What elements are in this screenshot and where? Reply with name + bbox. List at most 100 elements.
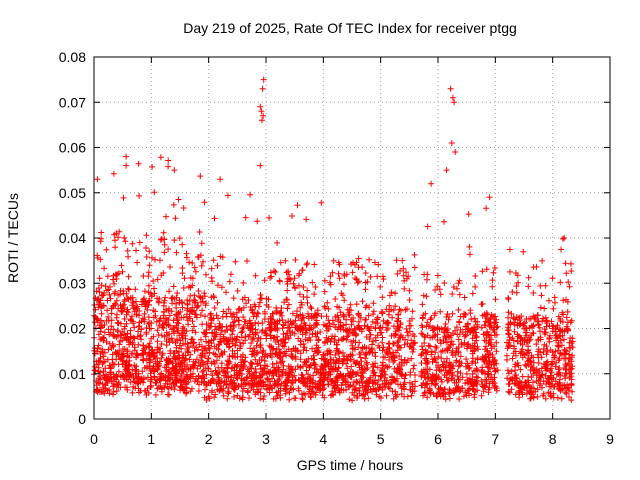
- data-point: [303, 216, 310, 223]
- data-point: [169, 364, 176, 371]
- data-point: [168, 308, 175, 315]
- data-point: [167, 264, 173, 270]
- data-point: [216, 386, 223, 393]
- data-point: [267, 332, 274, 339]
- data-point: [243, 300, 250, 307]
- data-point: [180, 205, 187, 211]
- data-point: [370, 338, 377, 345]
- data-point: [172, 372, 179, 379]
- data-point: [115, 305, 122, 312]
- data-point: [325, 305, 332, 312]
- data-point: [343, 386, 350, 393]
- data-point: [166, 312, 173, 319]
- data-point: [352, 275, 359, 282]
- data-point: [191, 292, 198, 299]
- data-point: [347, 301, 354, 308]
- data-point: [396, 353, 403, 359]
- data-point: [471, 394, 478, 401]
- data-point: [304, 260, 311, 267]
- data-point: [306, 375, 313, 381]
- data-point: [284, 330, 291, 337]
- data-point: [126, 286, 132, 293]
- data-point: [352, 385, 359, 392]
- data-point: [125, 273, 132, 280]
- data-point: [111, 382, 118, 389]
- data-point: [404, 340, 411, 347]
- data-point: [184, 297, 191, 304]
- data-point: [105, 346, 112, 353]
- data-point: [126, 371, 133, 378]
- data-point: [197, 294, 204, 301]
- data-point: [214, 353, 220, 360]
- data-point: [369, 318, 376, 325]
- data-point: [143, 254, 150, 260]
- data-point: [275, 388, 282, 395]
- data-point: [211, 305, 218, 311]
- data-point: [372, 349, 378, 356]
- data-point: [339, 360, 346, 367]
- data-point: [292, 317, 299, 324]
- data-point: [193, 344, 200, 351]
- data-point: [230, 319, 237, 326]
- data-point: [309, 379, 316, 386]
- data-point: [303, 361, 310, 368]
- data-point: [149, 163, 156, 170]
- data-point: [288, 321, 295, 328]
- data-point: [519, 373, 526, 380]
- data-point: [320, 356, 327, 363]
- data-point: [97, 324, 104, 331]
- data-point: [179, 383, 186, 390]
- data-point: [136, 192, 143, 199]
- data-point: [283, 386, 289, 393]
- y-tick-label: 0.04: [59, 230, 86, 246]
- data-point: [161, 249, 168, 256]
- data-point: [240, 279, 247, 286]
- data-point: [133, 354, 140, 361]
- data-point: [224, 395, 231, 402]
- data-point: [130, 318, 137, 325]
- data-point: [435, 374, 442, 380]
- data-point: [479, 300, 486, 307]
- data-point: [353, 301, 360, 308]
- data-point: [100, 334, 106, 341]
- data-point: [278, 380, 285, 387]
- data-point: [211, 360, 218, 367]
- data-point: [428, 315, 435, 321]
- y-tick-label: 0: [78, 411, 86, 427]
- data-point: [173, 379, 180, 386]
- data-point: [183, 390, 190, 397]
- data-point: [353, 331, 360, 338]
- data-point: [224, 192, 231, 199]
- data-point: [296, 282, 302, 289]
- plot-frame: [93, 56, 611, 420]
- data-point: [447, 85, 454, 92]
- data-point: [286, 275, 293, 282]
- data-point: [401, 393, 408, 400]
- data-point: [374, 273, 381, 280]
- data-point: [107, 283, 113, 290]
- chart-title: Day 219 of 2025, Rate Of TEC Index for r…: [183, 20, 517, 36]
- data-point: [375, 342, 382, 349]
- data-point: [314, 321, 321, 328]
- data-point: [330, 257, 337, 264]
- data-point: [201, 199, 208, 206]
- data-point: [121, 315, 128, 322]
- data-point: [269, 361, 276, 367]
- data-point: [567, 319, 574, 326]
- data-point: [472, 273, 479, 279]
- data-point: [121, 325, 128, 332]
- data-point: [318, 370, 324, 377]
- x-tick-label: 0: [90, 431, 98, 447]
- data-point: [98, 229, 105, 236]
- data-point: [184, 346, 191, 352]
- data-point: [562, 260, 569, 267]
- data-point: [467, 310, 474, 317]
- data-point: [208, 316, 215, 323]
- data-point: [378, 308, 385, 315]
- data-point: [203, 382, 210, 389]
- data-point: [292, 256, 299, 263]
- data-point: [160, 299, 167, 306]
- data-point: [431, 381, 438, 388]
- data-point: [190, 323, 197, 330]
- data-point: [376, 393, 383, 400]
